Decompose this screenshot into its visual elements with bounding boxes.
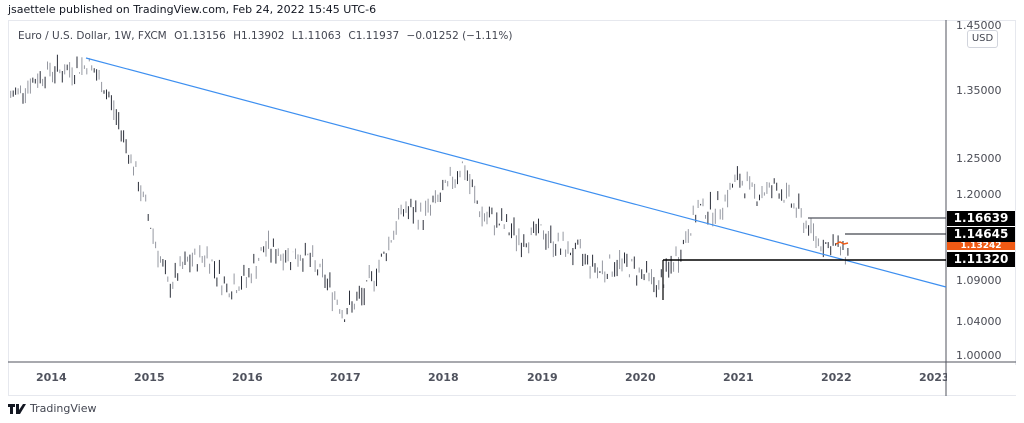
y-tick: 1.45000 [956,19,1002,32]
x-tick: 2016 [232,371,263,384]
publisher-header: jsaettele published on TradingView.com, … [8,3,377,16]
price-tag-current: 1.13242 [947,242,1015,250]
currency-badge[interactable]: USD [967,30,998,48]
descending-trendline[interactable] [85,57,947,288]
current-price-marker [835,241,849,245]
tradingview-footer[interactable]: TradingView [8,402,96,415]
tradingview-brand: TradingView [30,402,97,415]
y-tick: 1.09000 [956,274,1002,287]
y-tick: 1.25000 [956,152,1002,165]
x-tick: 2022 [821,371,852,384]
y-tick: 1.00000 [956,349,1002,362]
x-tick: 2020 [625,371,656,384]
x-tick: 2021 [723,371,754,384]
ohlc-legend: Euro / U.S. Dollar, 1W, FXCM O1.13156 H1… [18,30,516,42]
x-tick: 2019 [527,371,558,384]
symbol-label[interactable]: Euro / U.S. Dollar, 1W, FXCM [18,30,167,42]
price-tag-1-11320: 1.11320 [947,252,1015,267]
x-tick: 2018 [428,371,459,384]
x-tick: 2017 [330,371,361,384]
x-tick: 2015 [134,371,165,384]
close-value: C1.11937 [348,30,400,42]
tradingview-logo-icon [8,403,26,414]
y-tick: 1.20000 [956,188,1002,201]
high-value: H1.13902 [233,30,285,42]
chart-frame[interactable] [8,20,1016,396]
price-tag-1-16639: 1.16639 [947,211,1015,226]
y-tick: 1.04000 [956,315,1002,328]
x-tick: 2023 [919,371,950,384]
low-value: L1.11063 [291,30,342,42]
x-tick: 2014 [36,371,67,384]
change-value: −0.01252 (−1.11%) [406,30,513,42]
candlestick-series [10,54,849,322]
y-tick: 1.35000 [956,84,1002,97]
open-value: O1.13156 [174,30,226,42]
price-tag-1-14645: 1.14645 [947,227,1015,242]
